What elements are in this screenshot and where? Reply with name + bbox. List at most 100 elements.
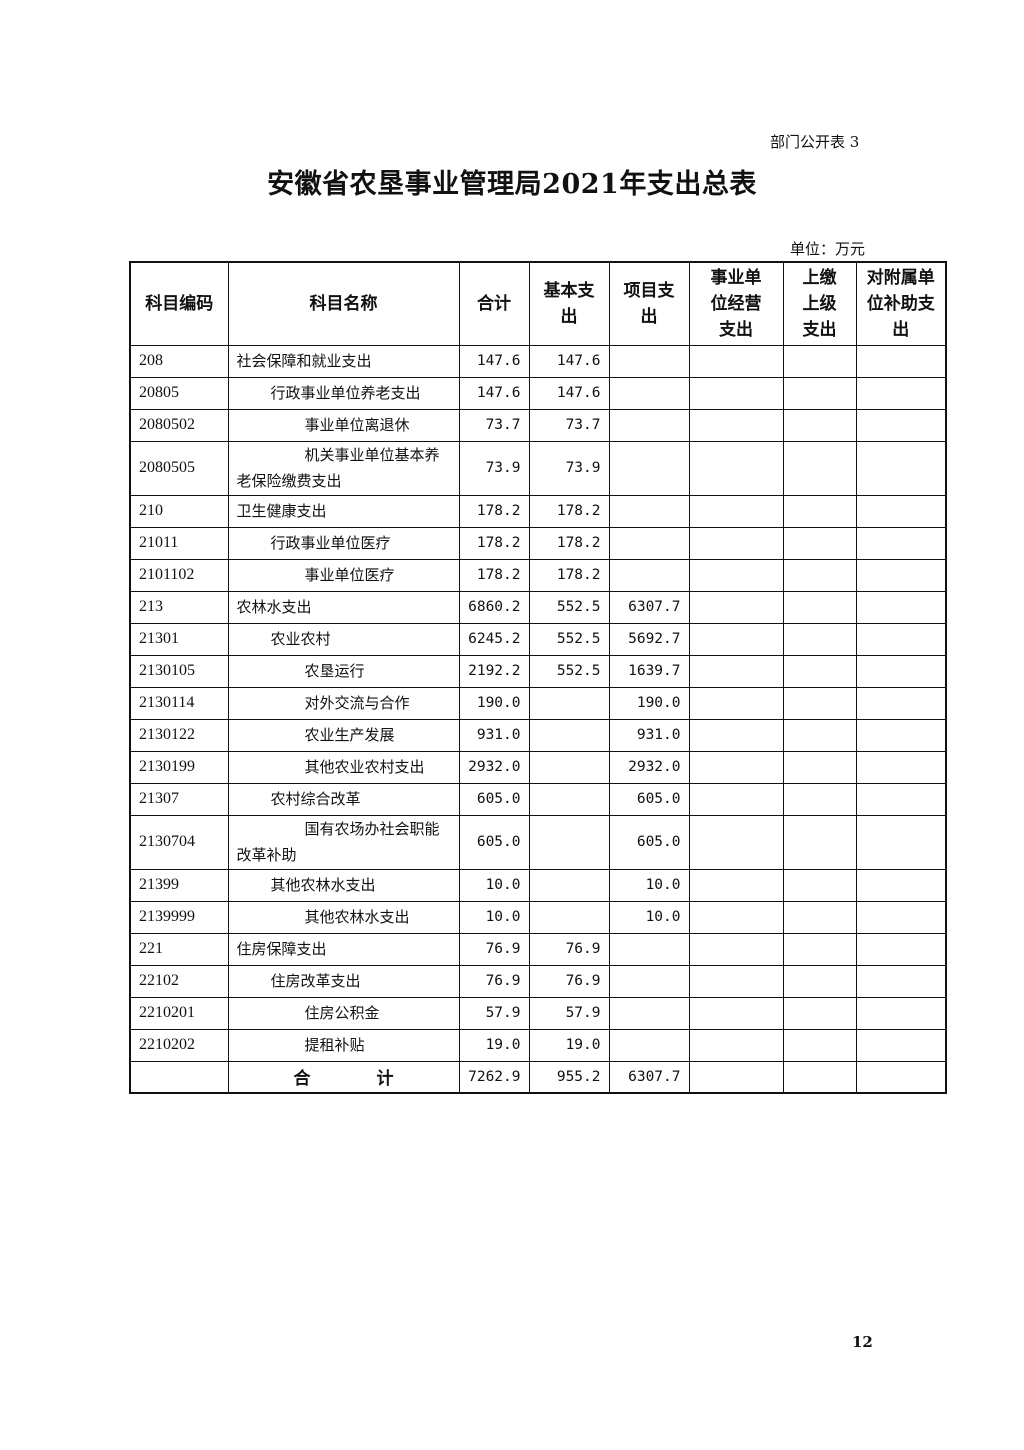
code-cell: 2101102 bbox=[129, 558, 229, 592]
business-cell bbox=[688, 718, 784, 752]
code-cell: 208 bbox=[129, 344, 229, 378]
basic-cell: 552.5 bbox=[528, 590, 610, 624]
subsidy-cell bbox=[855, 750, 947, 784]
upper-cell bbox=[782, 494, 857, 528]
project-cell: 1639.7 bbox=[608, 654, 690, 688]
table-row: 2130122 农业生产发展 931.0 931.0 bbox=[129, 718, 947, 752]
code-cell: 21011 bbox=[129, 526, 229, 560]
table-row: 22102 住房改革支出 76.9 76.9 bbox=[129, 964, 947, 998]
col-header-business: 事业单位经营支出 bbox=[688, 261, 784, 346]
project-cell bbox=[608, 996, 690, 1030]
subsidy-cell bbox=[855, 868, 947, 902]
table-row: 2130114 对外交流与合作 190.0 190.0 bbox=[129, 686, 947, 720]
project-cell: 190.0 bbox=[608, 686, 690, 720]
table-row: 2101102 事业单位医疗 178.2 178.2 bbox=[129, 558, 947, 592]
code-cell: 213 bbox=[129, 590, 229, 624]
col-header-name: 科目名称 bbox=[227, 261, 460, 346]
total-cell: 10.0 bbox=[458, 868, 530, 902]
total-cell: 73.9 bbox=[458, 440, 530, 496]
subsidy-cell bbox=[855, 494, 947, 528]
business-cell bbox=[688, 408, 784, 442]
upper-cell bbox=[782, 622, 857, 656]
total-cell: 190.0 bbox=[458, 686, 530, 720]
name-cell: 其他农业农村支出 bbox=[227, 750, 460, 784]
basic-cell bbox=[528, 782, 610, 816]
code-cell: 22102 bbox=[129, 964, 229, 998]
basic-cell bbox=[528, 814, 610, 870]
basic-cell: 178.2 bbox=[528, 558, 610, 592]
business-cell bbox=[688, 558, 784, 592]
subsidy-cell bbox=[855, 558, 947, 592]
total-project: 6307.7 bbox=[608, 1060, 690, 1094]
business-cell bbox=[688, 964, 784, 998]
business-cell bbox=[688, 526, 784, 560]
name-cell: 行政事业单位医疗 bbox=[227, 526, 460, 560]
basic-cell: 73.7 bbox=[528, 408, 610, 442]
table-row: 2130704 国有农场办社会职能改革补助 605.0 605.0 bbox=[129, 814, 947, 870]
page-title: 安徽省农垦事业管理局2021年支出总表 bbox=[267, 169, 757, 200]
basic-cell: 57.9 bbox=[528, 996, 610, 1030]
total-cell: 6245.2 bbox=[458, 622, 530, 656]
upper-cell bbox=[782, 932, 857, 966]
code-cell: 21301 bbox=[129, 622, 229, 656]
table-row: 221 住房保障支出 76.9 76.9 bbox=[129, 932, 947, 966]
name-cell: 事业单位离退休 bbox=[227, 408, 460, 442]
subsidy-cell bbox=[855, 376, 947, 410]
total-label: 合 计 bbox=[227, 1060, 460, 1094]
total-cell: 76.9 bbox=[458, 932, 530, 966]
subsidy-cell bbox=[855, 440, 947, 496]
upper-cell bbox=[782, 718, 857, 752]
col-header-subsidy: 对附属单位补助支出 bbox=[855, 261, 947, 346]
basic-cell: 76.9 bbox=[528, 964, 610, 998]
basic-cell: 76.9 bbox=[528, 932, 610, 966]
table-row: 21011 行政事业单位医疗 178.2 178.2 bbox=[129, 526, 947, 560]
project-cell: 5692.7 bbox=[608, 622, 690, 656]
basic-cell: 178.2 bbox=[528, 526, 610, 560]
project-cell bbox=[608, 1028, 690, 1062]
total-cell: 2932.0 bbox=[458, 750, 530, 784]
project-cell: 605.0 bbox=[608, 814, 690, 870]
code-cell: 210 bbox=[129, 494, 229, 528]
total-cell: 57.9 bbox=[458, 996, 530, 1030]
basic-cell bbox=[528, 718, 610, 752]
project-cell: 605.0 bbox=[608, 782, 690, 816]
code-cell: 2210201 bbox=[129, 996, 229, 1030]
business-cell bbox=[688, 654, 784, 688]
upper-cell bbox=[782, 558, 857, 592]
total-cell: 73.7 bbox=[458, 408, 530, 442]
table-row: 210 卫生健康支出 178.2 178.2 bbox=[129, 494, 947, 528]
basic-cell bbox=[528, 868, 610, 902]
col-header-upper: 上缴上级支出 bbox=[782, 261, 857, 346]
basic-cell: 73.9 bbox=[528, 440, 610, 496]
code-cell: 21399 bbox=[129, 868, 229, 902]
name-cell: 农业生产发展 bbox=[227, 718, 460, 752]
business-cell bbox=[688, 814, 784, 870]
total-cell: 10.0 bbox=[458, 900, 530, 934]
name-cell: 住房公积金 bbox=[227, 996, 460, 1030]
project-cell bbox=[608, 376, 690, 410]
upper-cell bbox=[782, 686, 857, 720]
code-cell: 2080502 bbox=[129, 408, 229, 442]
code-cell: 2139999 bbox=[129, 900, 229, 934]
code-cell: 2080505 bbox=[129, 440, 229, 496]
business-cell bbox=[688, 344, 784, 378]
name-cell: 对外交流与合作 bbox=[227, 686, 460, 720]
subsidy-cell bbox=[855, 1028, 947, 1062]
code-cell: 2130704 bbox=[129, 814, 229, 870]
table-row: 2130199 其他农业农村支出 2932.0 2932.0 bbox=[129, 750, 947, 784]
basic-cell: 147.6 bbox=[528, 376, 610, 410]
upper-cell bbox=[782, 590, 857, 624]
total-cell: 76.9 bbox=[458, 964, 530, 998]
name-cell: 住房保障支出 bbox=[227, 932, 460, 966]
name-cell: 农业农村 bbox=[227, 622, 460, 656]
subsidy-cell bbox=[855, 964, 947, 998]
name-cell: 行政事业单位养老支出 bbox=[227, 376, 460, 410]
upper-cell bbox=[782, 750, 857, 784]
unit-label: 单位：万元 bbox=[790, 240, 866, 258]
basic-cell: 19.0 bbox=[528, 1028, 610, 1062]
table-row: 213 农林水支出 6860.2 552.5 6307.7 bbox=[129, 590, 947, 624]
table-number-label: 部门公开表 3 bbox=[770, 133, 860, 151]
total-cell: 931.0 bbox=[458, 718, 530, 752]
business-cell bbox=[688, 1028, 784, 1062]
subsidy-cell bbox=[855, 654, 947, 688]
